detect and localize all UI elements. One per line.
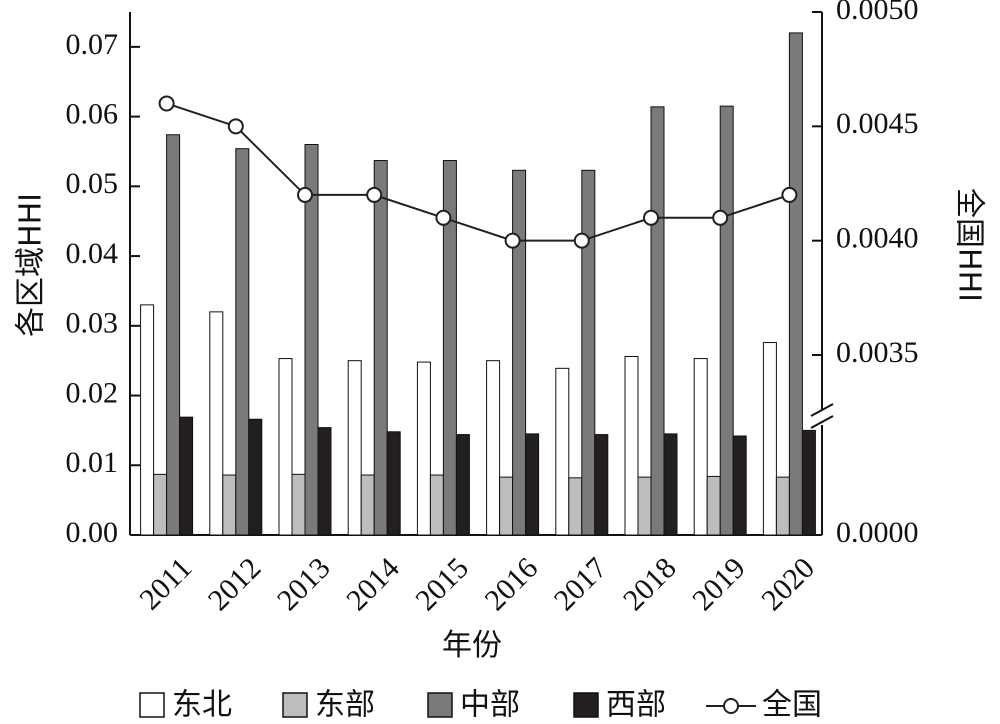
y-tick-label: 0.01 [66,446,119,479]
line-point-全国 [573,232,590,249]
bar-东部 [360,474,375,536]
bar-东北 [693,358,708,536]
bar-西部 [317,427,332,536]
bar-中部 [304,143,319,536]
bar-中部 [373,160,388,536]
legend-swatch-西部 [573,692,599,718]
line-point-全国 [366,186,383,203]
y2-tick-label: 0.0035 [836,336,919,369]
y2-tick-label: 0.0050 [836,0,919,26]
bar-西部 [386,431,401,536]
x-tick-label: 2019 [686,551,752,617]
bar-东部 [637,476,652,536]
x-tick-label: 2012 [202,551,268,617]
x-tick-label: 2016 [478,551,544,617]
line-point-全国 [435,209,452,226]
bar-西部 [801,429,816,536]
bar-中部 [581,169,596,536]
x-tick-label: 2020 [755,551,821,617]
x-tick-label: 2018 [617,551,683,617]
legend-swatch-中部 [427,692,453,718]
bar-东北 [347,360,362,536]
line-point-全国 [504,232,521,249]
bar-中部 [166,134,181,536]
bar-西部 [248,418,263,536]
y-tick-label: 0.03 [66,307,119,340]
legend-marker-全国 [723,698,739,714]
line-point-全国 [297,186,313,203]
line-全国 [166,102,790,242]
bar-东部 [153,473,168,536]
bar-东部 [222,474,237,536]
legend-label-东部: 东部 [315,688,375,723]
y-tick-label: 0.05 [66,167,119,200]
bar-西部 [455,434,470,536]
y-tick-label: 0.06 [66,97,119,130]
bar-东北 [486,360,501,536]
bar-中部 [512,169,527,536]
bar-东北 [555,367,570,536]
x-tick-label: 2013 [271,551,337,617]
bar-东部 [568,477,583,536]
x-tick-label: 2015 [409,551,475,617]
y2-tick-label: 0.0045 [836,107,919,140]
legend-swatch-东部 [282,692,308,718]
x-tick-label: 2017 [548,551,614,617]
bar-西部 [663,433,678,536]
line-point-全国 [712,209,729,226]
line-point-全国 [781,186,798,203]
plot-area: 0.00 0.01 0.02 0.03 0.04 0.05 0.06 0.07 0.0000 0.… [66,0,919,617]
bar-东部 [706,475,721,536]
bar-东部 [429,474,444,536]
y2-tick-label: 0.0000 [836,516,919,549]
legend-label-西部: 西部 [606,688,666,723]
bar-中部 [235,148,250,536]
bar-西部 [594,434,609,536]
bar-东部 [291,473,306,536]
bar-东北 [209,311,224,536]
bar-中部 [719,105,734,536]
bar-东部 [499,476,514,536]
y-axis-title: 各区域HHI [14,193,49,337]
line-point-全国 [227,118,244,135]
bar-东北 [140,304,155,536]
bar-西部 [525,433,540,536]
legend-swatch-东北 [139,692,165,718]
x-tick-label: 2014 [340,551,406,617]
bar-中部 [650,106,665,536]
x-axis-title: 年份 [442,628,502,663]
y-tick-label: 0.07 [66,28,119,61]
y2-axis-title: 全国HHI [952,188,987,302]
bar-西部 [179,416,194,536]
bar-中部 [788,32,803,536]
y2-axis-break-mark [810,403,834,417]
legend: 东北 东部 中部 西部 全国 [139,688,822,723]
bar-东北 [624,355,639,536]
legend-label-东北: 东北 [172,688,232,723]
legend-label-中部: 中部 [460,688,520,723]
bar-西部 [732,435,747,536]
x-tick-label: 2011 [133,551,198,616]
bar-东北 [416,361,431,536]
line-point-全国 [158,95,175,112]
bar-东北 [762,342,777,536]
bar-东部 [775,476,790,536]
y2-axis-break-mark [810,415,834,429]
legend-label-全国: 全国 [762,688,822,723]
bar-中部 [442,160,457,536]
bar-东北 [278,358,293,536]
y-tick-label: 0.02 [66,376,119,409]
line-point-全国 [643,209,659,226]
y-tick-label: 0.00 [66,516,119,549]
y-tick-label: 0.04 [66,237,119,270]
y2-tick-label: 0.0040 [836,222,919,255]
